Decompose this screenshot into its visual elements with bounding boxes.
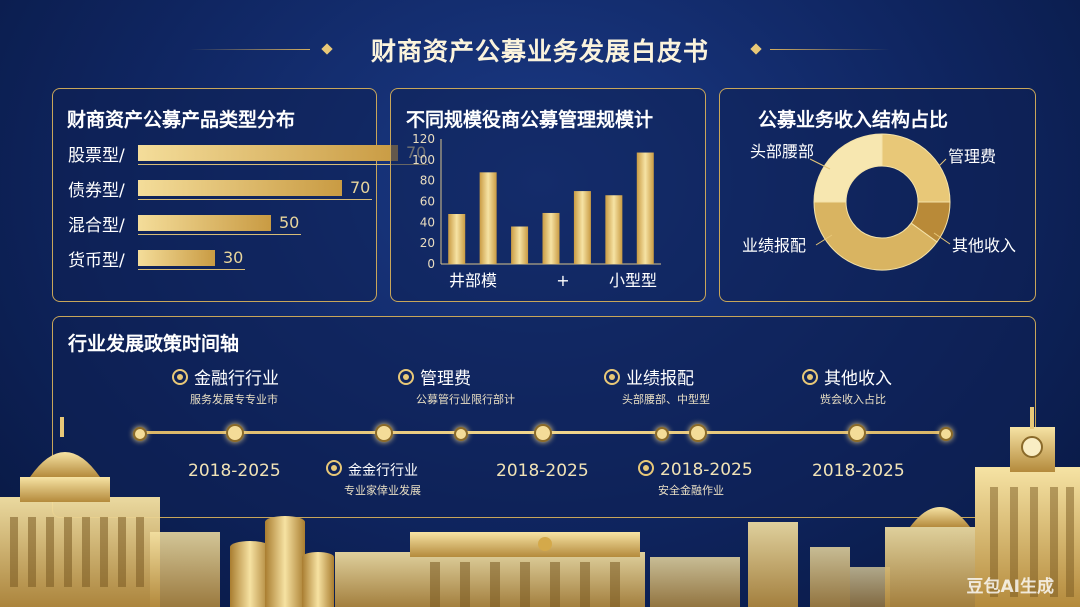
diamond-icon [750,43,762,55]
title-divider-left [190,49,310,50]
hbar-label: 股票型/ [68,146,125,166]
donut-slice [813,201,938,271]
timeline-node [375,424,393,442]
timeline-panel: 行业发展政策时间轴 [52,316,1036,518]
y-tick-label: 0 [427,257,435,271]
timeline-event: 金金行行业 专业家倖业发展 [326,460,421,498]
leader-line [933,232,951,245]
panel-title: 公募业务收入结构占比 [758,109,949,131]
bar [479,172,497,264]
target-icon [326,460,342,476]
y-tick-label: 80 [420,174,435,188]
target-icon [802,369,818,385]
timeline-year: 2018-2025 [496,461,589,481]
donut-slice [881,133,951,203]
hbar-underline [138,164,428,165]
y-tick-label: 120 [412,132,435,146]
hbar-underline [138,199,372,200]
timeline-year: 2018-2025 [812,461,905,481]
leader-line [809,158,831,170]
y-tick-label: 20 [420,236,435,250]
target-icon [604,369,620,385]
income-structure-panel: 公募业务收入结构占比 头部腰部 管理费其他收入 业绩报配 [719,88,1036,302]
hbar-value: 50 [279,213,300,232]
timeline-event: 金融行行业 服务发展专专业市 [172,364,279,407]
hbar-label: 货币型/ [68,251,125,271]
leader-line [931,158,947,174]
hbar-row: 股票型/70 [68,141,428,169]
bar [542,212,560,264]
bar [511,226,529,264]
timeline-node [226,424,244,442]
scale-bar-chart: 120 100 80 60 40 20 0 井部模 + 小型型 [412,132,661,290]
page-title: 财商资产公募业务发展白皮书 [370,37,709,66]
watermark: 豆包AI生成 [966,577,1054,597]
bar [448,214,466,264]
timeline-event: 其他收入 赀会收入占比 [802,364,892,407]
hbar-label: 债券型/ [68,181,125,201]
donut-label: 管理费 [948,147,996,166]
donut-label: 其他收入 [952,236,1016,255]
timeline-year: 2018-2025 [188,461,281,481]
hbar [138,250,215,268]
timeline-node [939,427,953,441]
hbar-row: 债券型/70 [68,176,388,204]
donut-slice [813,133,883,203]
diamond-icon [321,43,333,55]
target-icon [638,460,654,476]
timeline-node [655,427,669,441]
hbar [138,215,271,233]
panel-title: 财商资产公募产品类型分布 [67,109,296,131]
x-tick-label: 小型型 [609,271,657,290]
hbar [138,180,342,198]
timeline-event: 2018-2025 安全金融作业 [638,460,753,498]
hbar [138,145,398,163]
timeline-node [534,424,552,442]
hbar-label: 混合型/ [68,216,125,236]
donut-label: 头部腰部 [750,142,814,161]
hbar-row: 货币型/30 [68,246,388,274]
hbar-value: 70 [350,178,371,197]
target-icon [172,369,188,385]
bar [605,195,623,264]
x-tick-label: + [556,271,569,290]
scale-chart-panel: 不同规模役商公募管理规模计 120 100 80 60 40 20 0 井部模 + 小型型 [390,88,706,302]
hbar-underline [138,269,245,270]
title-divider-right [770,49,890,50]
y-tick-label: 100 [412,153,435,167]
header: 财商资产公募业务发展白皮书 [0,28,1080,72]
hbar-underline [138,234,301,235]
timeline-node [133,427,147,441]
target-icon [398,369,414,385]
hbar-row: 混合型/50 [68,211,388,239]
timeline-node [454,427,468,441]
donut-label: 业绩报配 [742,236,806,255]
timeline-event: 业绩报配 头部腰部、中型型 [604,364,710,407]
bar [573,191,591,264]
panel-title: 不同规模役商公募管理规模计 [406,109,654,131]
bar [636,152,654,264]
leader-line [815,234,833,246]
timeline-node [689,424,707,442]
city-skyline-illustration [0,407,1080,607]
timeline-event: 管理费 公募管行业限行部计 [398,364,515,407]
timeline-node [848,424,866,442]
panel-title: 行业发展政策时间轴 [68,333,240,355]
x-tick-label: 井部模 [449,271,497,290]
y-tick-label: 60 [420,195,435,209]
hbar-value: 30 [223,248,244,267]
y-tick-label: 40 [420,215,435,229]
